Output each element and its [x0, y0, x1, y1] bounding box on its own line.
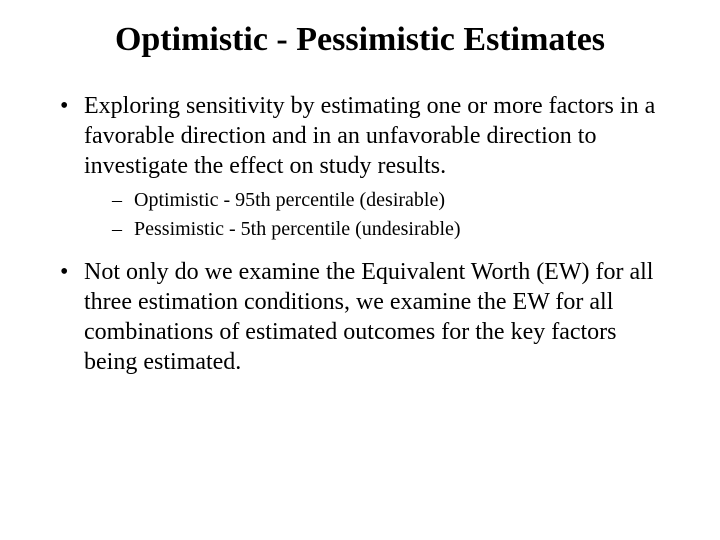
list-item: Exploring sensitivity by estimating one …	[60, 91, 670, 243]
list-item: Not only do we examine the Equivalent Wo…	[60, 257, 670, 377]
sub-bullet-text: Pessimistic - 5th percentile (undesirabl…	[134, 218, 461, 240]
bullet-text: Not only do we examine the Equivalent Wo…	[84, 259, 653, 375]
list-item: Pessimistic - 5th percentile (undesirabl…	[112, 216, 670, 243]
sub-bullet-list: Optimistic - 95th percentile (desirable)…	[84, 187, 670, 243]
bullet-list: Exploring sensitivity by estimating one …	[30, 91, 690, 377]
bullet-text: Exploring sensitivity by estimating one …	[84, 93, 655, 179]
page-title: Optimistic - Pessimistic Estimates	[30, 20, 690, 61]
slide: Optimistic - Pessimistic Estimates Explo…	[0, 0, 720, 540]
sub-bullet-text: Optimistic - 95th percentile (desirable)	[134, 189, 445, 211]
list-item: Optimistic - 95th percentile (desirable)	[112, 187, 670, 214]
